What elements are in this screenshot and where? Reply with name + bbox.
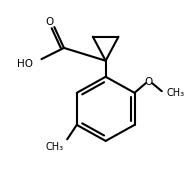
Text: CH₃: CH₃ bbox=[167, 88, 185, 98]
Text: HO: HO bbox=[17, 59, 33, 69]
Text: O: O bbox=[45, 17, 54, 27]
Text: O: O bbox=[145, 77, 153, 87]
Text: CH₃: CH₃ bbox=[45, 142, 63, 152]
